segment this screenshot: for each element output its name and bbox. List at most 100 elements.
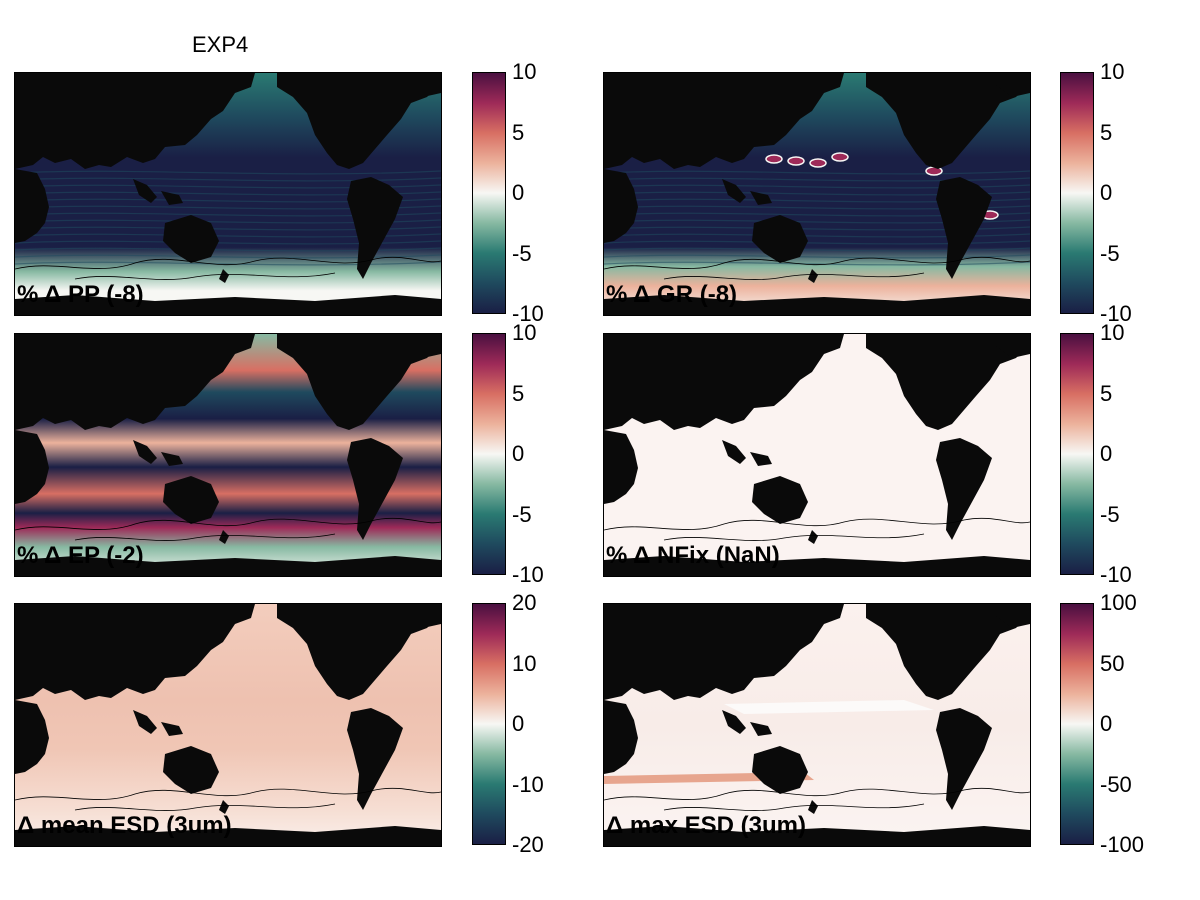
land-mass <box>750 722 772 736</box>
land-mass <box>15 826 441 846</box>
colorbar-tick-label: -5 <box>1100 501 1120 527</box>
map-panel-pp: % Δ PP (-8) <box>14 72 442 316</box>
panel-label: % Δ GR (-8) <box>606 281 738 308</box>
land-mass <box>15 556 441 576</box>
map-panel-ep: % Δ EP (-2) <box>14 333 442 577</box>
land-mass <box>750 452 772 466</box>
contour-line <box>604 256 1030 270</box>
land-mass <box>395 334 441 358</box>
hotspot <box>831 152 849 162</box>
colorbar-nfix <box>1060 333 1094 575</box>
land-mass <box>15 604 255 700</box>
map-panel-nfix: % Δ NFix (NaN) <box>603 333 1031 577</box>
land-mass <box>163 746 219 794</box>
colorbar-tick-label: 0 <box>1100 180 1113 205</box>
colorbar-tick-label: 50 <box>1100 650 1125 676</box>
map-panel-gr: % Δ GR (-8) <box>603 72 1031 316</box>
land-mass <box>604 73 844 169</box>
land-mass <box>752 215 808 263</box>
colorbar-ep <box>472 333 506 575</box>
colorbar-tick-label: 0 <box>512 180 525 205</box>
map-ep <box>15 334 441 576</box>
land-mass <box>133 440 157 464</box>
land-mass <box>15 700 49 774</box>
colorbar-tick-label: -10 <box>512 562 544 587</box>
land-mass <box>15 334 255 430</box>
colorbar-tick-label: 10 <box>1100 59 1125 84</box>
colorbar-tick-label: 0 <box>512 711 525 736</box>
contour-line <box>15 517 441 531</box>
land-mass <box>277 604 441 700</box>
contour-line <box>663 803 925 811</box>
map-pp <box>15 73 441 315</box>
colorbar-tick-label: -5 <box>512 501 532 527</box>
colorbar-mesd <box>472 603 506 845</box>
land-mass <box>936 177 992 279</box>
land-mass <box>604 700 638 774</box>
panel-label: % Δ EP (-2) <box>17 542 144 569</box>
land-mass <box>604 604 844 700</box>
land-mass <box>347 438 403 540</box>
colorbar-tick-label: -20 <box>512 832 544 857</box>
panel-label: Δ max ESD (3um) <box>606 812 806 839</box>
colorbar-tick-label: -10 <box>512 771 544 797</box>
land-mass <box>936 438 992 540</box>
colorbar-tick-label: 0 <box>512 441 525 466</box>
contour-line <box>663 272 925 280</box>
hotspot <box>765 154 783 164</box>
colorbar-tick-label: 10 <box>512 59 537 84</box>
colorbar-tick-label: -50 <box>1100 771 1132 797</box>
land-mass <box>15 73 255 169</box>
colorbar-gr <box>1060 72 1094 314</box>
flow-streak <box>604 170 1030 175</box>
land-mass <box>219 269 229 283</box>
land-mass <box>15 295 441 315</box>
land-mass <box>722 179 746 203</box>
contour-line <box>15 256 441 270</box>
panel-label: Δ mean ESD (3um) <box>17 812 232 839</box>
land-mass <box>604 826 1030 846</box>
contour-line <box>74 803 336 811</box>
colorbar-tick-label: -100 <box>1100 832 1145 857</box>
flow-streak <box>15 170 441 175</box>
contour-line <box>663 533 925 541</box>
land-mass <box>347 708 403 810</box>
land-mass <box>277 334 441 430</box>
anomaly-streak <box>724 700 934 714</box>
land-mass <box>604 556 1030 576</box>
colorbar-tick-label: 100 <box>1100 590 1137 615</box>
colorbar-tick-label: -5 <box>1100 240 1120 266</box>
colorbar-tick-label: 10 <box>1100 320 1125 345</box>
land-mass <box>604 295 1030 315</box>
land-mass <box>984 73 1030 97</box>
colorbar-tick-label: 0 <box>1100 711 1113 736</box>
land-mass <box>604 169 638 243</box>
land-mass <box>395 604 441 628</box>
contour-line <box>604 517 1030 531</box>
land-mass <box>163 215 219 263</box>
colorbar-xesd <box>1060 603 1094 845</box>
land-mass <box>866 334 1030 430</box>
map-gr <box>604 73 1030 315</box>
land-mass <box>15 430 49 504</box>
contour-line <box>604 787 1030 801</box>
land-mass <box>15 169 49 243</box>
land-mass <box>808 800 818 814</box>
land-mass <box>936 708 992 810</box>
land-mass <box>808 269 818 283</box>
land-mass <box>866 604 1030 700</box>
land-mass <box>161 452 183 466</box>
land-mass <box>604 430 638 504</box>
land-mass <box>604 334 844 430</box>
colorbar-tick-label: -10 <box>1100 562 1132 587</box>
land-mass <box>277 73 441 169</box>
land-mass <box>750 191 772 205</box>
figure-title: EXP4 <box>192 32 249 57</box>
colorbar-pp <box>472 72 506 314</box>
colorbar-tick-label: 5 <box>512 380 525 406</box>
land-mass <box>163 476 219 524</box>
colorbar-tick-label: 20 <box>512 590 537 615</box>
panel-label: % Δ NFix (NaN) <box>606 542 780 569</box>
contour-line <box>74 533 336 541</box>
colorbar-tick-label: -5 <box>512 240 532 266</box>
